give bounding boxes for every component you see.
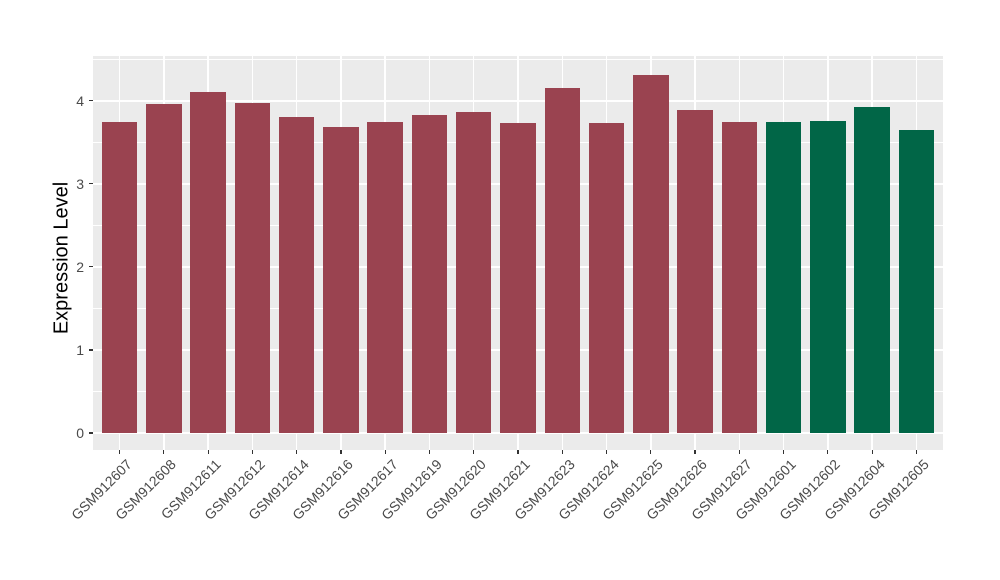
x-tick-mark [163,450,165,454]
x-tick-mark [118,450,121,454]
bar [456,112,492,433]
x-tick-mark [783,450,785,454]
plot-panel [93,56,943,450]
x-tick-mark [871,450,873,454]
bar [633,74,669,433]
bar [765,122,802,433]
x-tick-mark [650,450,652,454]
bar [323,127,359,433]
x-tick-mark [738,450,740,454]
x-tick-mark [428,450,431,454]
bar [500,123,536,433]
y-tick-label: 2 [76,258,84,275]
bar [234,103,271,433]
bar [721,122,758,433]
bar [367,122,403,433]
y-tick-label: 0 [76,425,84,441]
bar [278,116,315,433]
bar [544,88,580,433]
y-tick-mark [89,266,93,268]
x-tick-mark [561,450,563,454]
y-tick-mark [89,432,93,434]
bar [146,104,182,433]
bar [588,123,625,433]
x-tick-mark [207,450,209,454]
y-tick-label: 4 [76,92,84,109]
y-tick-label: 3 [76,175,84,192]
y-tick-mark [89,349,93,351]
x-tick-mark [915,450,918,454]
y-tick-mark [89,183,93,185]
x-tick-mark [694,450,696,454]
x-tick-mark [473,450,475,454]
x-tick-mark [605,450,608,454]
x-tick-mark [251,450,253,454]
bar [898,129,935,433]
bar [101,122,138,433]
x-tick-mark [296,450,298,454]
y-tick-mark [89,100,93,102]
x-tick-mark [340,450,342,454]
bar [411,114,448,433]
x-tick-mark [517,450,519,454]
x-tick-mark [384,450,386,454]
bar [854,107,890,433]
y-tick-label: 1 [76,341,84,358]
x-tick-mark [827,450,829,454]
bar [190,92,226,433]
bar [810,121,846,433]
bar [677,109,713,433]
